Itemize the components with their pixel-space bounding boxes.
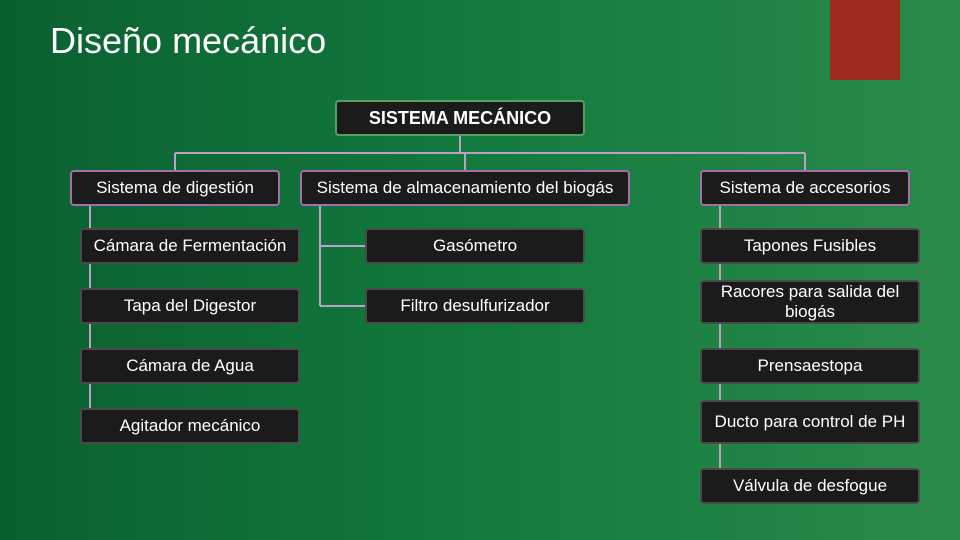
node-l34: Ducto para control de PH <box>700 400 920 444</box>
node-l22: Filtro desulfurizador <box>365 288 585 324</box>
node-label: Sistema de accesorios <box>719 178 890 198</box>
node-b3: Sistema de accesorios <box>700 170 910 206</box>
background <box>0 0 960 540</box>
node-l31: Tapones Fusibles <box>700 228 920 264</box>
node-label: Tapa del Digestor <box>124 296 256 316</box>
node-label: Válvula de desfogue <box>733 476 887 496</box>
node-l12: Tapa del Digestor <box>80 288 300 324</box>
node-l33: Prensaestopa <box>700 348 920 384</box>
node-l35: Válvula de desfogue <box>700 468 920 504</box>
node-label: Agitador mecánico <box>120 416 261 436</box>
node-label: Tapones Fusibles <box>744 236 876 256</box>
node-label: SISTEMA MECÁNICO <box>369 108 551 129</box>
node-label: Racores para salida del biogás <box>710 282 910 322</box>
node-label: Cámara de Agua <box>126 356 254 376</box>
node-label: Filtro desulfurizador <box>400 296 549 316</box>
node-l32: Racores para salida del biogás <box>700 280 920 324</box>
node-label: Gasómetro <box>433 236 517 256</box>
slide: Diseño mecánico SISTEMA MECÁNICO Sistema … <box>0 0 960 540</box>
accent-bar <box>830 0 900 80</box>
node-b1: Sistema de digestión <box>70 170 280 206</box>
node-l21: Gasómetro <box>365 228 585 264</box>
node-label: Cámara de Fermentación <box>94 236 287 256</box>
node-root: SISTEMA MECÁNICO <box>335 100 585 136</box>
slide-title: Diseño mecánico <box>50 20 326 62</box>
node-label: Ducto para control de PH <box>715 412 906 432</box>
node-l14: Agitador mecánico <box>80 408 300 444</box>
node-label: Sistema de digestión <box>96 178 254 198</box>
node-l13: Cámara de Agua <box>80 348 300 384</box>
node-l11: Cámara de Fermentación <box>80 228 300 264</box>
node-label: Sistema de almacenamiento del biogás <box>317 178 614 198</box>
node-label: Prensaestopa <box>758 356 863 376</box>
node-b2: Sistema de almacenamiento del biogás <box>300 170 630 206</box>
